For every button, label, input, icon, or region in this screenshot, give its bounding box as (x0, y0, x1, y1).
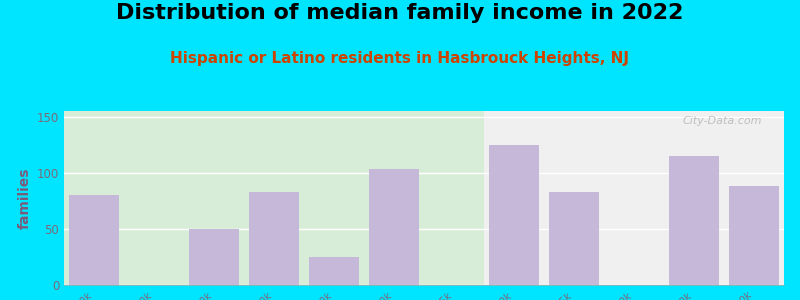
Bar (490, 145, 538, 285)
Bar (70, 195, 118, 285)
Bar (190, 229, 238, 285)
Bar (370, 169, 418, 285)
Text: Hispanic or Latino residents in Hasbrouck Heights, NJ: Hispanic or Latino residents in Hasbrouc… (170, 51, 630, 66)
Bar (670, 156, 718, 285)
Bar (484, 111, 784, 285)
Bar (730, 186, 778, 285)
Bar (310, 257, 358, 285)
Y-axis label: families: families (18, 167, 31, 229)
Bar (250, 192, 298, 285)
Text: City-Data.com: City-Data.com (683, 116, 762, 126)
Text: Distribution of median family income in 2022: Distribution of median family income in … (116, 3, 684, 23)
Bar (550, 192, 598, 285)
